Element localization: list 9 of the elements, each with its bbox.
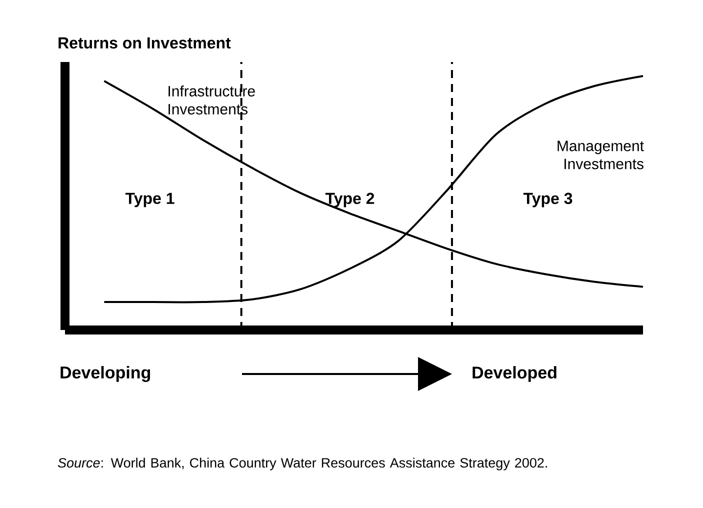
- text: Developed: [472, 366, 556, 382]
- annotation: Type 1: [125, 192, 174, 208]
- annotation: Type 3: [523, 192, 572, 208]
- series-label: Infrastructure Investments: [168, 85, 255, 114]
- text: Management Investments: [558, 140, 644, 170]
- chart-title: Returns on Investment: [58, 37, 231, 49]
- text: Source: World Bank, China Country Water Resources Assistance Strategy 2002.: [58, 458, 547, 470]
- annotation: Type 2: [325, 192, 374, 208]
- text: Developing: [60, 366, 150, 382]
